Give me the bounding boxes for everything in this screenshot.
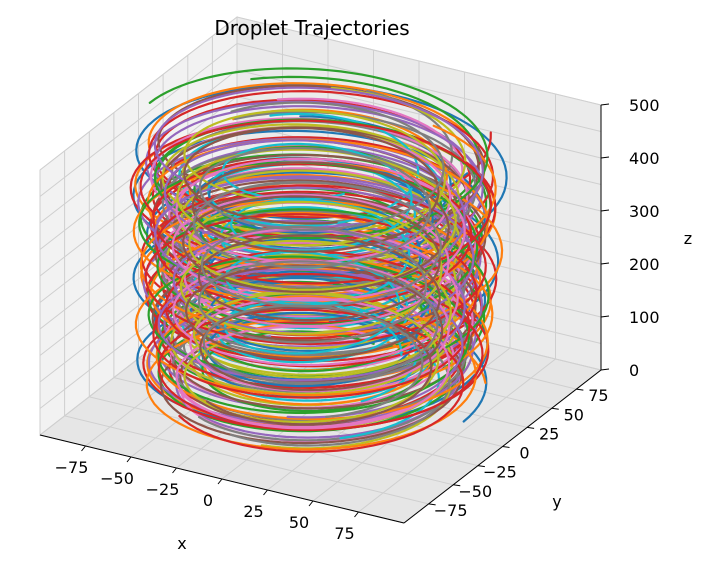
tick-labels: −75−50−250255075−75−50−25025507501002003… xyxy=(55,96,660,543)
x-tick-mark xyxy=(126,456,132,463)
y-tick-label: 0 xyxy=(519,444,529,463)
x-tick-label: 75 xyxy=(334,524,354,543)
z-tick-label: 500 xyxy=(629,96,660,115)
y-tick-mark xyxy=(576,388,584,391)
grid-line-z xyxy=(39,69,602,224)
y-axis-label: y xyxy=(552,492,561,511)
x-tick-mark xyxy=(172,467,177,474)
x-axis-label: x xyxy=(177,534,186,553)
z-tick-mark xyxy=(600,103,610,106)
z-tick-mark xyxy=(600,262,610,265)
z-tick-mark xyxy=(600,209,610,212)
trajectory-line xyxy=(161,86,467,430)
y-tick-label: −25 xyxy=(483,463,517,482)
grid-line-z xyxy=(39,42,602,197)
y-tick-label: 50 xyxy=(564,405,584,424)
x-tick-label: −25 xyxy=(146,480,180,499)
series-group xyxy=(129,67,508,453)
y-tick-label: 25 xyxy=(539,424,559,443)
z-tick-label: 0 xyxy=(629,361,639,380)
x-tick-label: −50 xyxy=(100,469,134,488)
y-tick-label: 75 xyxy=(588,386,608,405)
axis-lines xyxy=(39,103,610,524)
z-tick-label: 300 xyxy=(629,202,660,221)
y-tick-mark xyxy=(428,503,436,506)
trajectory-line xyxy=(171,135,466,430)
trajectory-line xyxy=(221,142,413,356)
x-tick-label: 25 xyxy=(243,502,263,521)
z-tick-mark xyxy=(600,156,610,159)
z-tick-label: 400 xyxy=(629,149,660,168)
trajectory-line xyxy=(178,126,455,440)
chart-title: Droplet Trajectories xyxy=(214,16,409,40)
x-tick-mark xyxy=(263,489,268,496)
z-axis-label: z xyxy=(684,229,692,248)
x-tick-label: 50 xyxy=(289,513,309,532)
z-tick-mark xyxy=(600,315,610,318)
x-tick-mark xyxy=(354,511,359,518)
y-tick-mark xyxy=(453,484,461,487)
y-tick-mark xyxy=(502,446,510,448)
x-tick-mark xyxy=(217,478,223,485)
trajectory-line xyxy=(193,101,445,418)
x-tick-mark xyxy=(81,445,86,452)
y-tick-label: −75 xyxy=(434,501,468,520)
y-tick-mark xyxy=(527,426,535,429)
x-tick-label: −75 xyxy=(55,458,89,477)
z-tick-label: 100 xyxy=(629,308,660,327)
z-tick-mark xyxy=(600,368,610,371)
z-tick-label: 200 xyxy=(629,255,660,274)
grid-line-z xyxy=(39,16,602,171)
y-tick-mark xyxy=(551,407,559,410)
x-tick-mark xyxy=(308,500,314,507)
y-tick-mark xyxy=(477,465,485,468)
x-tick-label: 0 xyxy=(203,491,213,510)
y-tick-label: −50 xyxy=(458,482,492,501)
trajectory-line xyxy=(182,126,450,426)
